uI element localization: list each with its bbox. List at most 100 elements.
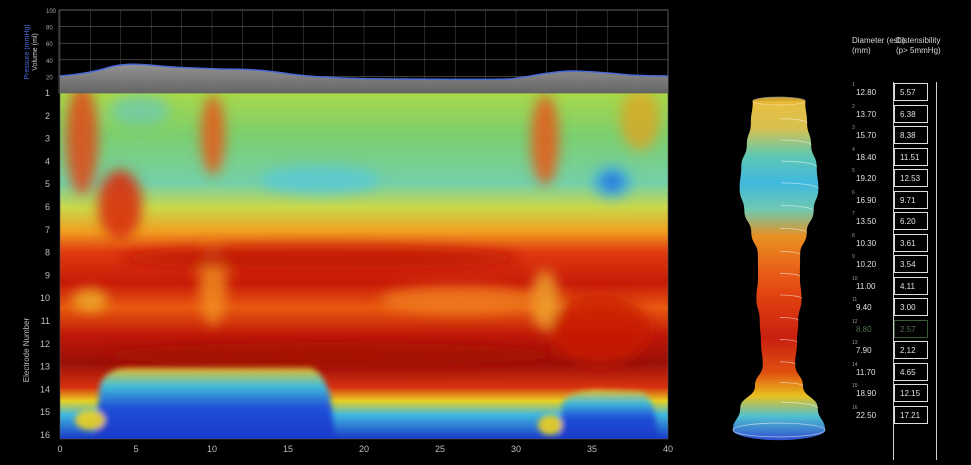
distensibility-value: 4.11	[900, 281, 915, 291]
vessel-ring	[739, 401, 819, 415]
table-row: 10 11.00 4.11	[852, 275, 970, 296]
distensibility-header: Distensibility (p> 5mmHg)	[896, 36, 941, 55]
y-tick-label: 12	[40, 339, 50, 349]
vessel-ring	[757, 250, 801, 259]
diameter-value: 11.70	[856, 367, 876, 377]
table-row: 16 22.50 17.21	[852, 404, 970, 425]
x-tick-label: 10	[207, 444, 217, 454]
diameter-value: 16.90	[856, 195, 877, 205]
electrode-index: 6	[852, 189, 855, 196]
electrode-index: 4	[852, 146, 855, 153]
table-row: 8 10.30 3.61	[852, 232, 970, 253]
distensibility-box	[894, 341, 928, 359]
y-tick-label: 4	[45, 156, 50, 166]
vessel-ring	[750, 228, 808, 238]
distensibility-value: 9.71	[900, 195, 916, 205]
vessel-ring	[743, 205, 815, 217]
distensibility-value: 2.57	[900, 324, 916, 334]
y-tick-label: 3	[45, 134, 50, 144]
pressure-tick-label: 80	[46, 26, 53, 32]
pressure-panel: 100 80 60 40 20 Pressure (mmHg) Volume (ml)	[24, 9, 669, 94]
x-tick-labels: 0 5 10 15 20 25 30 35 40	[57, 444, 673, 454]
y-tick-label: 8	[45, 248, 50, 258]
distensibility-value: 3.61	[900, 238, 916, 248]
pressure-tick-labels: 100 80 60 40 20	[46, 9, 57, 81]
electrode-index: 8	[852, 232, 855, 239]
distensibility-value: 12.15	[900, 389, 921, 398]
diameter-value: 8.80	[856, 324, 872, 334]
x-tick-label: 35	[587, 444, 597, 454]
y-tick-label: 1	[45, 88, 50, 98]
x-tick-label: 5	[133, 444, 138, 454]
distensibility-box	[894, 384, 928, 402]
y-tick-label: 13	[40, 362, 50, 372]
diameter-value: 13.70	[856, 109, 877, 119]
diameter-header: Diameter (est.) (mm)	[852, 36, 905, 55]
distensibility-box	[894, 255, 928, 273]
electrode-index: 9	[852, 254, 855, 260]
electrode-index: 5	[852, 168, 855, 174]
table-row: 5 19.20 12.53	[852, 167, 970, 188]
x-tick-label: 40	[663, 444, 673, 454]
vessel-ring	[754, 382, 804, 391]
pressure-axis-label: Pressure (mmHg)	[24, 24, 31, 79]
pressure-line	[59, 63, 669, 81]
x-tick-label: 0	[57, 444, 62, 454]
distensibility-value: 8.38	[900, 131, 916, 140]
y-tick-label: 9	[45, 270, 50, 280]
distensibility-box	[894, 405, 928, 424]
diameter-value: 19.20	[856, 174, 877, 183]
table-row: 13 7.90 2.12	[852, 339, 970, 360]
y-tick-label: 2	[45, 111, 50, 121]
distensibility-value: 3.00	[900, 303, 916, 312]
table-row: 2 13.70 6.38	[852, 103, 970, 124]
distensibility-box	[894, 319, 928, 338]
pressure-tick-label: 40	[46, 59, 53, 65]
table-row: 14 11.70 4.65	[852, 361, 970, 382]
table-row: 9 10.20 3.54	[852, 253, 970, 274]
distensibility-box	[894, 276, 928, 295]
distensibility-box	[894, 190, 928, 209]
vessel-ring	[739, 182, 819, 196]
distensibility-value: 4.65	[900, 367, 916, 377]
diameter-value: 7.90	[856, 346, 872, 355]
x-tick-label: 20	[359, 444, 369, 454]
distensibility-value: 3.54	[900, 260, 916, 269]
table-row: 1 12.80 5.57	[852, 81, 970, 102]
distensibility-box	[894, 126, 928, 144]
electrode-index: 13	[852, 340, 858, 346]
vessel-top-cap	[752, 97, 806, 105]
table-row: 6 16.90 9.71	[852, 189, 970, 210]
distensibility-value: 6.38	[900, 109, 916, 119]
distensibility-value: 12.53	[900, 174, 921, 183]
pressure-tick-label: 60	[46, 42, 53, 48]
vessel-ring	[746, 139, 812, 151]
y-tick-label: 7	[45, 225, 50, 235]
table-row: 3 15.70 8.38	[852, 124, 970, 145]
diameter-value: 18.40	[856, 152, 877, 162]
electrode-index: 16	[852, 404, 858, 411]
volume-axis-label: Volume (ml)	[32, 33, 39, 70]
electrode-index: 10	[852, 275, 858, 282]
vessel-ring	[759, 317, 799, 324]
y-tick-label: 11	[41, 316, 50, 326]
distensibility-value: 2.12	[900, 346, 916, 355]
distensibility-box	[894, 83, 928, 101]
pressure-tick-label: 100	[46, 9, 57, 15]
distensibility-box	[894, 147, 928, 166]
electrode-index: 7	[852, 211, 855, 217]
vessel-ring	[732, 422, 826, 438]
x-tick-label: 25	[435, 444, 445, 454]
x-tick-label: 15	[283, 444, 293, 454]
table-divider-left	[893, 82, 894, 460]
distensibility-box	[894, 362, 928, 381]
x-tick-label: 30	[511, 444, 521, 454]
vessel-ring	[740, 160, 818, 173]
vessel-ring	[760, 339, 798, 346]
table-row: 15 18.90 12.15	[852, 382, 970, 403]
vessel-3d-model	[732, 96, 826, 441]
distensibility-value: 17.21	[900, 410, 921, 420]
distensibility-box	[894, 104, 928, 123]
